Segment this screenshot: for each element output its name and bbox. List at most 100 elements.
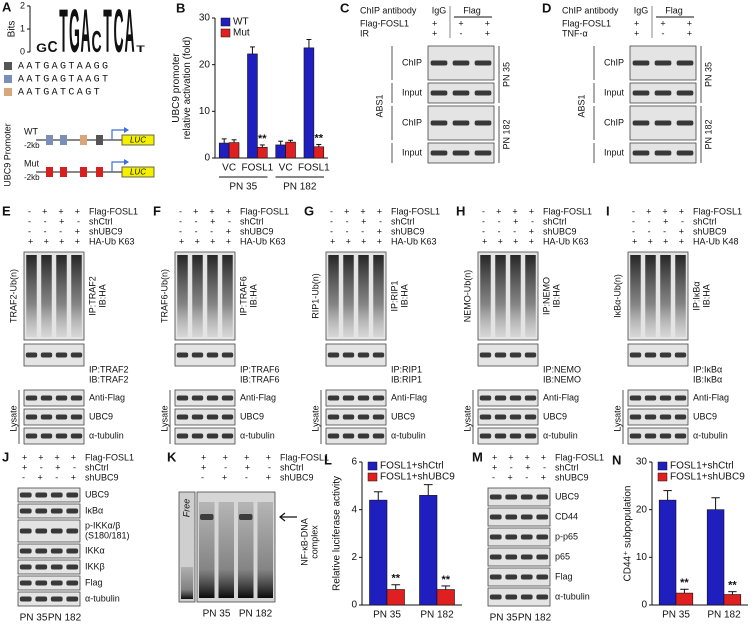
y-tick-label: 10	[636, 552, 648, 563]
band	[489, 494, 502, 500]
sign-row: + + + +	[482, 236, 534, 246]
blot	[17, 487, 81, 503]
band	[66, 508, 79, 514]
band	[176, 414, 189, 420]
reporter	[121, 166, 155, 178]
axis-label: relative activation (fold)	[182, 37, 193, 140]
tss-arrow	[111, 161, 124, 172]
panel-letter: M	[472, 449, 483, 464]
panel-letter: H	[456, 203, 465, 218]
legend-label: FOSL1+shCtrl	[670, 461, 734, 472]
band	[342, 395, 355, 401]
band	[479, 352, 492, 358]
blot-label: Input	[604, 147, 625, 157]
blot-label: α-tubulin	[555, 591, 590, 601]
sign-row: + - + -	[492, 462, 546, 472]
band	[50, 492, 63, 498]
row-label: Flag-FOSL1	[693, 206, 742, 216]
band	[357, 433, 370, 439]
blot-label: Anti-Flag	[693, 392, 729, 402]
blot-label: UBC9	[543, 411, 567, 421]
row-label: Flag-FOSL1	[543, 206, 592, 216]
legend-swatch	[220, 17, 231, 27]
band	[474, 60, 492, 66]
smear-lane	[630, 255, 641, 337]
blot-label: UBC9	[85, 489, 109, 499]
row-label: Flag-FOSL1	[360, 18, 409, 28]
blot-label: IP:TRAF2	[87, 276, 97, 316]
band	[206, 352, 219, 358]
binding-site	[46, 167, 53, 177]
bar	[303, 47, 315, 159]
blot-label: Anti-Flag	[89, 392, 125, 402]
significance: **	[258, 133, 267, 145]
row-label: shUBC9	[280, 472, 314, 482]
x-tick-label: VC	[279, 163, 293, 174]
band	[659, 395, 672, 401]
smear-lane	[26, 255, 37, 337]
bar	[386, 589, 405, 606]
band	[644, 414, 657, 420]
significance: **	[391, 573, 400, 585]
row-label: HA-Ub K63	[543, 236, 589, 246]
bar	[218, 142, 230, 159]
legend-label: FOSL1+shCtrl	[380, 461, 444, 472]
blot-label: IP:TRAF6	[240, 364, 280, 374]
bar	[436, 589, 455, 606]
seq-marker	[4, 88, 12, 96]
significance: **	[441, 574, 450, 586]
blot	[487, 507, 551, 527]
band	[191, 414, 204, 420]
band	[644, 352, 657, 358]
smear-lane	[41, 255, 52, 337]
band	[55, 352, 68, 358]
band	[206, 395, 219, 401]
band	[357, 414, 370, 420]
row-label: Flag-FOSL1	[391, 206, 440, 216]
bar	[257, 146, 268, 159]
band	[35, 508, 48, 514]
bottom-label: PN 182	[518, 613, 552, 624]
sign-row: - - + -	[632, 216, 684, 226]
band	[372, 433, 385, 439]
band	[70, 395, 83, 401]
row-label: Flag-FOSL1	[280, 452, 329, 462]
band	[632, 60, 650, 66]
band	[674, 433, 687, 439]
band	[342, 433, 355, 439]
sign-row: - + + +	[632, 206, 684, 216]
blot	[325, 427, 387, 445]
blot	[487, 527, 551, 547]
band	[35, 564, 48, 570]
band	[40, 414, 53, 420]
bottom-label: PN 35	[203, 609, 231, 620]
y-tick-label: 0	[20, 46, 25, 56]
smear-lane	[177, 255, 188, 337]
right-label: PN 182	[501, 119, 511, 149]
blot-label: Anti-Flag	[543, 392, 579, 402]
blot-label: IB:NEMO	[543, 374, 581, 384]
row-label: shUBC9	[85, 472, 119, 482]
y-tick-label: 0	[641, 600, 647, 611]
blot-label: α-tubulin	[85, 593, 120, 603]
band	[524, 433, 537, 439]
band	[520, 594, 533, 600]
band	[35, 580, 48, 586]
arrow	[279, 512, 297, 522]
blot-label: (S180/181)	[85, 530, 130, 540]
blot-label: UBC9	[693, 411, 717, 421]
band	[19, 596, 32, 602]
blot	[325, 343, 387, 367]
row-label: Flag-FOSL1	[240, 206, 289, 216]
band	[629, 433, 642, 439]
blot-label: Anti-Flag	[240, 392, 276, 402]
blot	[477, 389, 539, 407]
sign-row: + + + +	[330, 236, 382, 246]
lane	[238, 502, 254, 598]
smear-lane	[495, 255, 506, 337]
bar	[658, 499, 677, 606]
blot-label: IP:IκBα	[693, 364, 722, 374]
band	[536, 514, 549, 520]
smear-lane	[510, 255, 521, 337]
band	[25, 395, 38, 401]
